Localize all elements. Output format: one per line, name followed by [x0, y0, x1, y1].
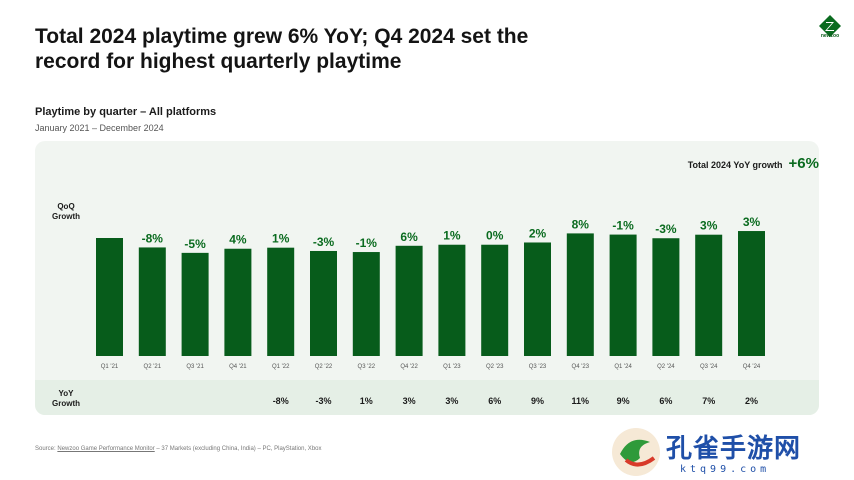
- x-tick-label-6: Q3 '22: [358, 364, 376, 370]
- x-tick-label-4: Q1 '22: [272, 364, 290, 370]
- source-prefix: Source:: [35, 446, 58, 452]
- qoq-label-13: -3%: [655, 222, 677, 236]
- yoy-label-4: -8%: [273, 396, 289, 406]
- yoy-label-9: 6%: [488, 396, 501, 406]
- qoq-label-6: -1%: [356, 236, 378, 250]
- yoy-label-14: 7%: [702, 396, 715, 406]
- yoy-label-6: 1%: [360, 396, 373, 406]
- yoy-label-5: -3%: [315, 396, 331, 406]
- logo-text: newzoo: [820, 33, 840, 39]
- chart-title: Playtime by quarter – All platforms: [35, 106, 217, 118]
- bar-10: [524, 242, 551, 356]
- bar-2: [181, 252, 209, 356]
- bar-4: [267, 247, 295, 356]
- bar-8: [438, 244, 466, 356]
- watermark-text: 孔雀手游网: [666, 434, 802, 464]
- x-tick-label-7: Q4 '22: [400, 364, 418, 370]
- chart-subtitle: January 2021 – December 2024: [35, 123, 164, 133]
- bar-6: [352, 252, 380, 356]
- yoy-label-7: 3%: [403, 396, 416, 406]
- x-tick-label-9: Q2 '23: [486, 364, 504, 370]
- yoy-label-12: 9%: [617, 396, 630, 406]
- x-tick-label-10: Q3 '23: [529, 364, 547, 370]
- source-suffix: – 37 Markets (excluding China, India) – …: [154, 446, 322, 452]
- x-tick-label-14: Q3 '24: [700, 364, 718, 370]
- total-yoy-value: +6%: [788, 155, 819, 172]
- qoq-label-15: 3%: [743, 215, 761, 229]
- bar-11: [566, 233, 594, 356]
- bar-3: [224, 248, 252, 356]
- x-tick-label-1: Q2 '21: [144, 364, 162, 370]
- yoy-strip: [35, 380, 819, 415]
- bar-14: [695, 234, 723, 356]
- bar-13: [652, 238, 680, 356]
- qoq-label-12: -1%: [612, 219, 634, 233]
- yoy-label-11: 11%: [572, 396, 590, 406]
- qoq-label-9: 0%: [486, 229, 504, 243]
- qoq-growth-label: QoQ Growth: [52, 202, 80, 221]
- x-tick-label-8: Q1 '23: [443, 364, 461, 370]
- x-tick-label-2: Q3 '21: [186, 364, 204, 370]
- qoq-label-4: 1%: [272, 232, 290, 246]
- bar-9: [481, 244, 509, 356]
- x-tick-label-12: Q1 '24: [614, 364, 632, 370]
- yoy-label-13: 6%: [659, 396, 672, 406]
- x-tick-label-13: Q2 '24: [657, 364, 675, 370]
- headline: Total 2024 playtime grew 6% YoY; Q4 2024…: [35, 25, 529, 73]
- x-tick-label-5: Q2 '22: [315, 364, 333, 370]
- qoq-label-5: -3%: [313, 235, 335, 249]
- x-tick-label-3: Q4 '21: [229, 364, 247, 370]
- qoq-label-8: 1%: [443, 229, 461, 243]
- qoq-label-1: -8%: [142, 231, 164, 245]
- qoq-label-3: 4%: [229, 233, 247, 247]
- yoy-label-8: 3%: [445, 396, 458, 406]
- total-yoy-growth: Total 2024 YoY growth +6%: [688, 155, 819, 172]
- source-link[interactable]: Newzoo Game Performance Monitor: [57, 446, 155, 452]
- total-yoy-label: Total 2024 YoY growth: [687, 160, 783, 170]
- bar-12: [609, 234, 637, 356]
- yoy-growth-label: YoY Growth: [52, 389, 80, 408]
- qoq-label-14: 3%: [700, 219, 718, 233]
- qoq-label-2: -5%: [184, 237, 206, 251]
- qoq-label-10: 2%: [529, 226, 547, 240]
- yoy-label-15: 2%: [745, 396, 758, 406]
- newzoo-logo-icon: [819, 15, 841, 37]
- yoy-label-10: 9%: [531, 396, 544, 406]
- x-tick-label-11: Q4 '23: [572, 364, 590, 370]
- x-tick-label-0: Q1 '21: [101, 364, 119, 370]
- bar-15: [738, 231, 765, 356]
- bar-7: [395, 245, 423, 356]
- qoq-label-11: 8%: [572, 217, 590, 231]
- source-note: Source: Newzoo Game Performance Monitor …: [35, 446, 322, 452]
- bar-1: [138, 247, 166, 356]
- bar-0: [96, 238, 123, 356]
- watermark-url: ktq99.com: [680, 464, 771, 475]
- bar-5: [310, 250, 337, 356]
- qoq-label-7: 6%: [400, 230, 418, 244]
- watermark-logo-icon: [612, 428, 660, 476]
- x-tick-label-15: Q4 '24: [743, 364, 761, 370]
